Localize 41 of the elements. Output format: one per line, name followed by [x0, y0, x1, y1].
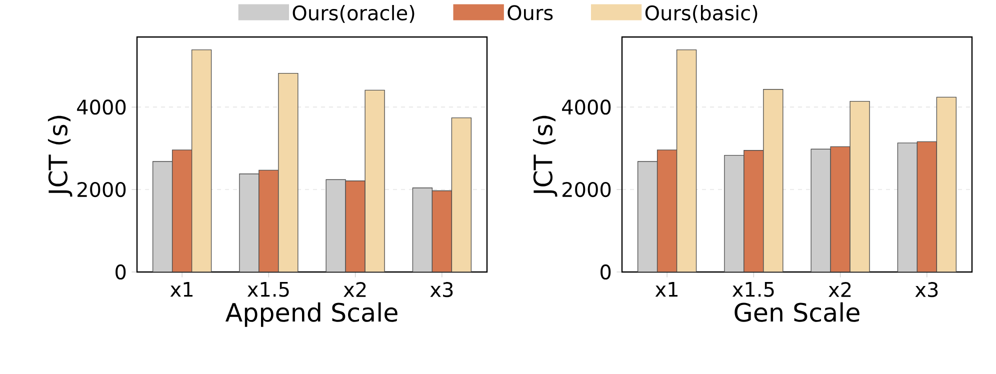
bar: [152, 162, 172, 272]
bar: [412, 188, 433, 272]
legend-label: Ours(oracle): [292, 5, 414, 23]
bar: [763, 89, 784, 272]
bar: [365, 90, 385, 272]
bar: [850, 100, 870, 272]
y-tick-label: 0: [116, 264, 126, 280]
bar: [676, 49, 697, 272]
x-tick-label: x3: [915, 282, 938, 298]
bar: [172, 150, 192, 272]
y-axis-title: JCT (s): [532, 116, 558, 197]
y-tick-label: 2000: [562, 182, 611, 198]
x-tick-label: x1.5: [247, 282, 289, 297]
bar: [192, 50, 212, 272]
bar: [239, 174, 259, 272]
bar: [936, 96, 957, 272]
bar: [326, 180, 346, 272]
x-axis-title: Gen Scale: [734, 302, 860, 322]
y-axis-title: JCT (s): [48, 116, 72, 197]
y-tick-label: 2000: [78, 182, 126, 198]
bar: [451, 117, 472, 272]
x-tick-label: x2: [828, 282, 851, 297]
legend-label: Ours: [508, 5, 553, 20]
y-tick-label: 4000: [77, 100, 126, 115]
x-tick-label: x3: [430, 282, 453, 298]
bar: [656, 150, 678, 272]
bar: [916, 141, 938, 272]
legend-label: Ours(basic): [645, 5, 758, 23]
y-tick-label: 0: [600, 264, 611, 280]
x-tick-label: x1.5: [732, 282, 774, 297]
x-tick-label: x2: [344, 282, 366, 297]
x-tick-label: x1: [170, 282, 192, 297]
bar: [744, 150, 764, 272]
y-tick-label: 4000: [562, 100, 611, 115]
x-tick-label: x1: [655, 282, 678, 297]
bar: [258, 170, 278, 272]
x-axis-title: Append Scale: [225, 302, 398, 327]
bar: [432, 190, 452, 272]
bar: [278, 73, 298, 272]
bar: [830, 146, 850, 272]
bar: [346, 180, 366, 272]
